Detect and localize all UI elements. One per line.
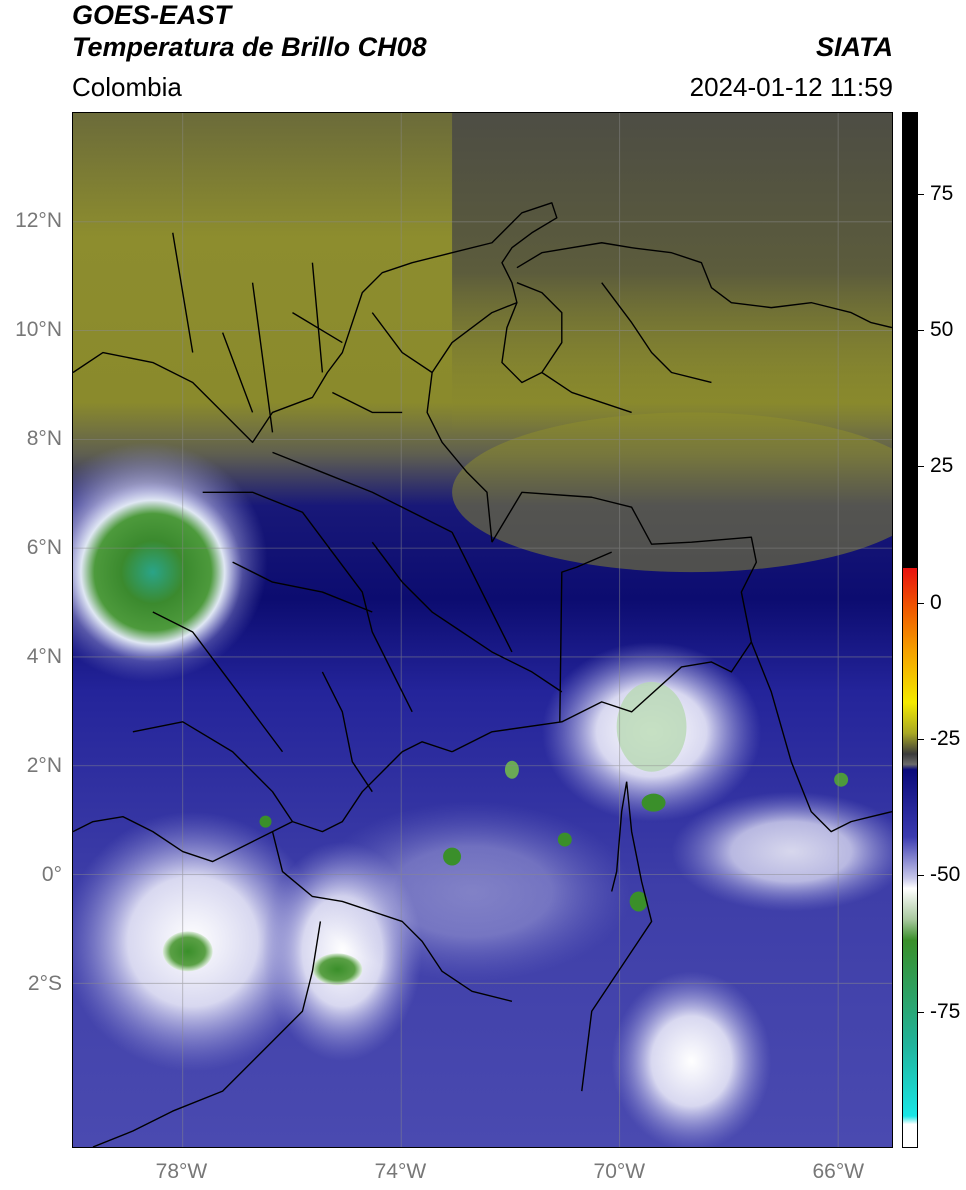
region-label: Colombia — [72, 72, 182, 102]
org-label: SIATA — [816, 32, 893, 62]
lat-tick-label: 2°N — [26, 754, 62, 778]
colorbar-tick-mark — [918, 193, 924, 195]
lat-tick-label: 8°N — [26, 427, 62, 451]
colorbar-tick-label: 25 — [930, 454, 954, 478]
colorbar-tick-label: 50 — [930, 318, 954, 342]
lon-tick-label: 70°W — [593, 1160, 646, 1183]
brightness-temperature-map — [72, 112, 893, 1148]
colorbar-tick-mark — [918, 1011, 924, 1013]
title-satellite: GOES-EAST — [72, 0, 232, 30]
colorbar-tick-mark — [918, 739, 924, 741]
lat-tick-label: 2°S — [27, 972, 62, 996]
title-product: Temperatura de Brillo CH08 — [72, 32, 427, 62]
lat-tick-label: 0° — [41, 863, 62, 887]
lon-tick-label: 78°W — [155, 1160, 208, 1183]
lat-tick-label: 6°N — [26, 536, 62, 560]
lat-tick-label: 10°N — [15, 318, 62, 342]
colorbar-tick-label: -25 — [930, 727, 961, 751]
lon-tick-label: 66°W — [812, 1160, 865, 1183]
lat-tick-label: 4°N — [26, 645, 62, 669]
colorbar-tick-label: 75 — [930, 181, 954, 205]
colorbar — [902, 112, 918, 1148]
colorbar-tick-mark — [918, 466, 924, 468]
colorbar-tick-label: -50 — [930, 863, 961, 887]
colorbar-tick-label: -75 — [930, 999, 961, 1023]
colorbar-tick-mark — [918, 875, 924, 877]
colorbar-tick-label: 0 — [930, 590, 942, 614]
timestamp-label: 2024-01-12 11:59 — [689, 72, 893, 102]
colorbar-tick-mark — [918, 330, 924, 332]
lon-tick-label: 74°W — [374, 1160, 427, 1183]
colorbar-tick-mark — [918, 602, 924, 604]
lat-tick-label: 12°N — [15, 209, 62, 233]
